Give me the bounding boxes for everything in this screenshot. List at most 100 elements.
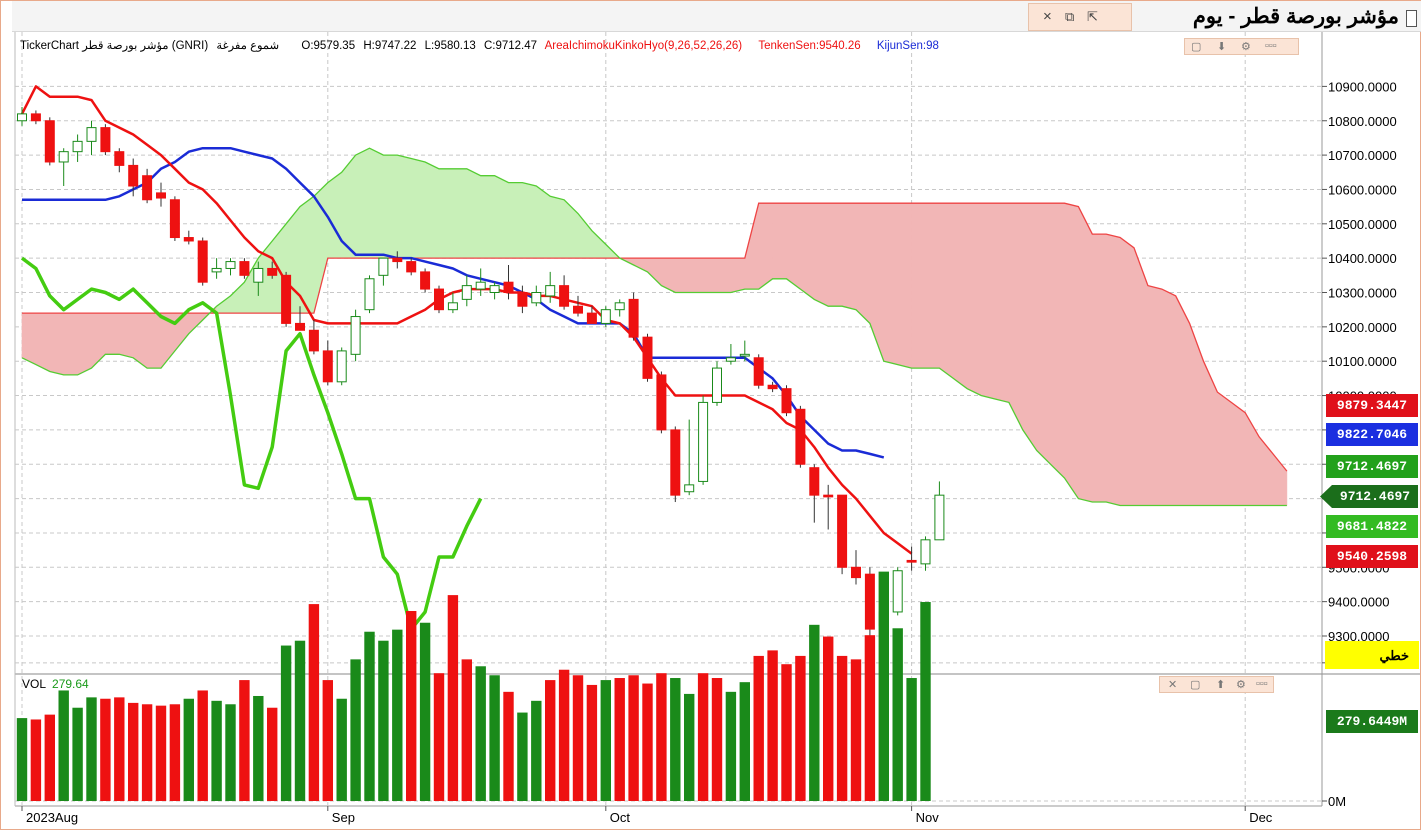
volume-bars bbox=[16, 571, 931, 801]
price-tick-label: 9400.0000 bbox=[1328, 595, 1389, 610]
high-value: H:9747.22 bbox=[363, 40, 417, 52]
volume-bar bbox=[253, 695, 264, 801]
move-down-icon[interactable]: ⬇ bbox=[1217, 41, 1227, 53]
candle bbox=[670, 426, 681, 503]
candle-body bbox=[211, 267, 222, 273]
symbol-label: TickerChart مؤشر بورصة قطر (GNRI) bbox=[20, 40, 209, 52]
maximize-icon[interactable]: ▢ bbox=[1191, 41, 1202, 53]
volume-bar bbox=[656, 673, 667, 801]
volume-bar bbox=[72, 707, 83, 801]
cloud-segment bbox=[35, 312, 51, 372]
candle-body bbox=[684, 484, 695, 493]
close-icon[interactable]: × bbox=[1043, 8, 1052, 25]
cloud-segment bbox=[383, 154, 398, 259]
volume-title: VOL bbox=[22, 677, 47, 691]
cloud-segment bbox=[1008, 202, 1024, 431]
volume-bar bbox=[475, 666, 486, 801]
candle bbox=[586, 306, 597, 324]
candle bbox=[72, 134, 83, 162]
indicator-label[interactable]: AreaIchimokuKinkoHyo(9,26,52,26,26) bbox=[544, 40, 743, 52]
candle bbox=[322, 340, 333, 386]
candle bbox=[795, 405, 806, 468]
volume-panel-toolset: ✕ ▢ ⬆ ⚙ ▫▫▫ bbox=[1159, 676, 1274, 693]
volume-bar bbox=[267, 707, 278, 801]
cloud-segment bbox=[674, 257, 690, 293]
cloud-segment bbox=[480, 175, 495, 259]
window-titlebar[interactable]: × ⧉ ⇱ مؤشر بورصة قطر - يوم bbox=[12, 1, 1421, 32]
volume-bar bbox=[489, 675, 500, 801]
cloud-segment bbox=[1147, 285, 1163, 506]
cloud-segment bbox=[786, 202, 801, 290]
candle-body bbox=[739, 353, 750, 357]
cloud-segment bbox=[855, 202, 871, 325]
cloud-segment bbox=[21, 312, 37, 366]
settings-icon[interactable]: ⚙ bbox=[1241, 41, 1251, 53]
settings-icon[interactable]: ⚙ bbox=[1236, 679, 1246, 691]
candle-body bbox=[753, 357, 764, 386]
volume-bar bbox=[433, 673, 445, 801]
candle-body bbox=[197, 240, 208, 283]
volume-bar bbox=[517, 712, 528, 801]
candle-body bbox=[712, 367, 722, 403]
window-checkbox[interactable] bbox=[1406, 10, 1417, 27]
cloud-segment bbox=[966, 202, 982, 397]
candle-body bbox=[295, 322, 305, 331]
restore-icon[interactable]: ⧉ bbox=[1065, 9, 1075, 24]
candle-body bbox=[809, 467, 820, 496]
price-tag: 9540.2598 bbox=[1326, 545, 1418, 568]
cloud-segment bbox=[369, 147, 384, 259]
detach-icon[interactable]: ⇱ bbox=[1087, 9, 1098, 24]
cloud-segment bbox=[897, 202, 912, 369]
candle bbox=[892, 567, 903, 616]
candle-body bbox=[420, 271, 431, 290]
line-mode-button[interactable]: خطي bbox=[1325, 641, 1419, 669]
volume-bar bbox=[614, 678, 625, 801]
candle bbox=[128, 158, 139, 197]
candle-body bbox=[781, 388, 792, 414]
cloud-segment bbox=[466, 168, 482, 259]
chart-style-label: شموع مفرغة bbox=[216, 40, 280, 52]
candle-body bbox=[503, 281, 514, 294]
candle bbox=[753, 354, 764, 389]
candle bbox=[559, 275, 570, 310]
candle-body bbox=[573, 305, 583, 314]
info-bar: TickerChart مؤشر بورصة قطر (GNRI) شموع م… bbox=[20, 38, 944, 52]
candle bbox=[406, 258, 417, 276]
candle-body bbox=[281, 274, 292, 324]
price-tag: 9712.4697 bbox=[1332, 485, 1418, 508]
volume-bar bbox=[836, 655, 848, 801]
volume-bar bbox=[128, 702, 139, 801]
cloud-segment bbox=[980, 202, 996, 400]
candle-body bbox=[17, 113, 27, 122]
candle bbox=[253, 261, 264, 296]
volume-value: 279.64 bbox=[52, 677, 89, 691]
close-panel-icon[interactable]: ✕ bbox=[1168, 679, 1178, 691]
candle bbox=[767, 381, 778, 393]
candle-body bbox=[864, 573, 875, 630]
candle bbox=[725, 344, 736, 365]
candle bbox=[934, 481, 945, 541]
candle bbox=[156, 182, 166, 207]
volume-bar bbox=[114, 697, 125, 801]
cloud-segment bbox=[1078, 206, 1093, 503]
senkou-span-b bbox=[21, 147, 1287, 507]
candle bbox=[211, 258, 222, 279]
volume-bar bbox=[308, 604, 320, 801]
candle bbox=[739, 340, 750, 362]
candle-body bbox=[364, 278, 375, 311]
volume-bar bbox=[280, 645, 292, 801]
candle bbox=[684, 419, 695, 496]
price-tick-label: 10700.0000 bbox=[1328, 148, 1397, 163]
price-tick-label: 10600.0000 bbox=[1328, 182, 1397, 197]
volume-bar bbox=[86, 697, 97, 801]
move-up-icon[interactable]: ⬆ bbox=[1216, 679, 1226, 691]
more-icon[interactable]: ▫▫▫ bbox=[1256, 678, 1268, 690]
maximize-icon[interactable]: ▢ bbox=[1190, 679, 1201, 691]
cloud-segment bbox=[1119, 236, 1135, 506]
cloud-segment bbox=[758, 202, 773, 290]
candle-body bbox=[392, 257, 403, 263]
chikou-span bbox=[20, 256, 483, 631]
candle-body bbox=[72, 140, 83, 153]
more-icon[interactable]: ▫▫▫ bbox=[1265, 40, 1277, 52]
